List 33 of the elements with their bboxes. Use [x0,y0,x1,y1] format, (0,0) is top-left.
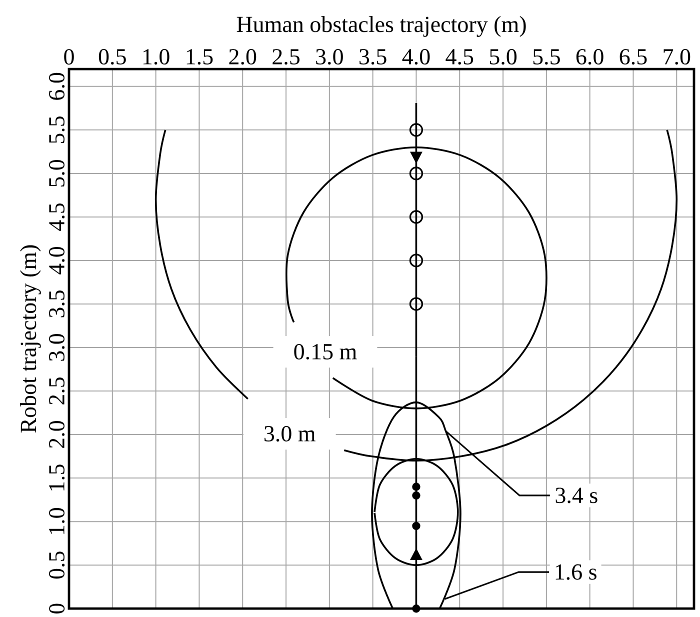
y-axis-title: Robot trajectory (m) [20,245,41,433]
y-tick-label: 5.0 [49,160,65,186]
annotation: 0.15 m [294,344,357,360]
y-tick-label: 2.0 [49,421,65,448]
y-tick-label: 1.5 [49,464,65,490]
x-tick-label: 5.5 [533,49,560,65]
x-tick-label: 2.0 [229,49,256,65]
y-tick-label: 4.0 [49,246,65,274]
y-tick-label: 3.0 [49,334,65,361]
y-tick-label: 6.0 [49,72,65,100]
x-tick-label: 6.5 [620,49,647,65]
x-tick-label: 7.0 [664,49,690,65]
y-tick-label: 1.0 [49,508,65,534]
y-tick-label: 5.5 [49,116,65,143]
y-tick-label: 4.5 [49,203,65,231]
x-tick-label: 1.5 [186,49,213,65]
x-tick-label: 4.0 [402,49,430,65]
annotation: 1.6 s [556,564,596,580]
annotation: 3.0 m [264,426,316,442]
x-axis-title: Human obstacles trajectory (m) [236,16,526,37]
x-tick-label: 3.5 [360,49,386,65]
x-tick-label: 6.0 [576,49,604,65]
x-tick-label: 5.0 [490,49,517,65]
y-tick-label: 0 [49,604,65,614]
x-tick-label: 0.5 [98,49,126,65]
x-tick-label: 4.5 [446,49,474,65]
y-tick-label: 3.5 [49,290,65,318]
x-tick-label: 1.0 [143,49,170,65]
y-tick-label: 2.5 [49,378,65,404]
x-tick-label: 2.5 [272,49,300,65]
annotation: 3.4 s [556,488,598,504]
y-tick-label: 0.5 [49,552,65,579]
x-tick-label: 3.0 [316,49,343,65]
